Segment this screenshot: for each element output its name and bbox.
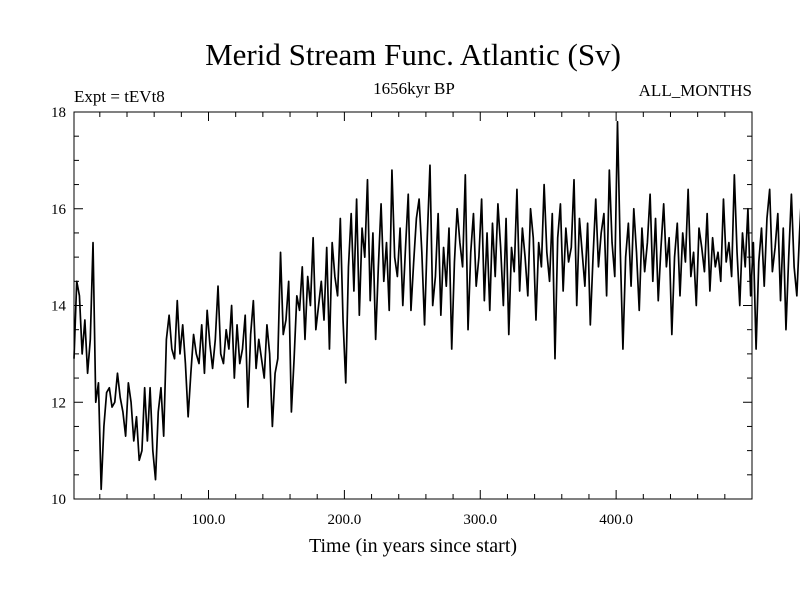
months-label: ALL_MONTHS — [639, 81, 752, 100]
series-line — [73, 120, 800, 491]
y-tick-label: 10 — [51, 492, 66, 508]
experiment-label: Expt = tEVt8 — [74, 87, 165, 106]
y-tick-label: 12 — [51, 395, 66, 411]
x-axis-label: Time (in years since start) — [309, 535, 517, 557]
y-tick-label: 18 — [51, 105, 66, 121]
x-tick-label: 100.0 — [192, 512, 226, 528]
chart-title: Merid Stream Func. Atlantic (Sv) — [205, 37, 621, 72]
x-tick-label: 200.0 — [328, 512, 362, 528]
data-series — [73, 120, 800, 491]
x-tick-label: 300.0 — [463, 512, 497, 528]
x-tick-label: 400.0 — [599, 512, 633, 528]
plot-area-frame — [73, 111, 753, 500]
chart-subtitle: 1656kyr BP — [373, 79, 455, 98]
axis-tick-labels: 10 12 14 16 18 100.0 200.0 300.0 400.0 — [51, 105, 633, 528]
y-tick-label: 14 — [51, 299, 67, 315]
axis-ticks — [74, 111, 752, 500]
y-tick-label: 16 — [51, 202, 67, 218]
